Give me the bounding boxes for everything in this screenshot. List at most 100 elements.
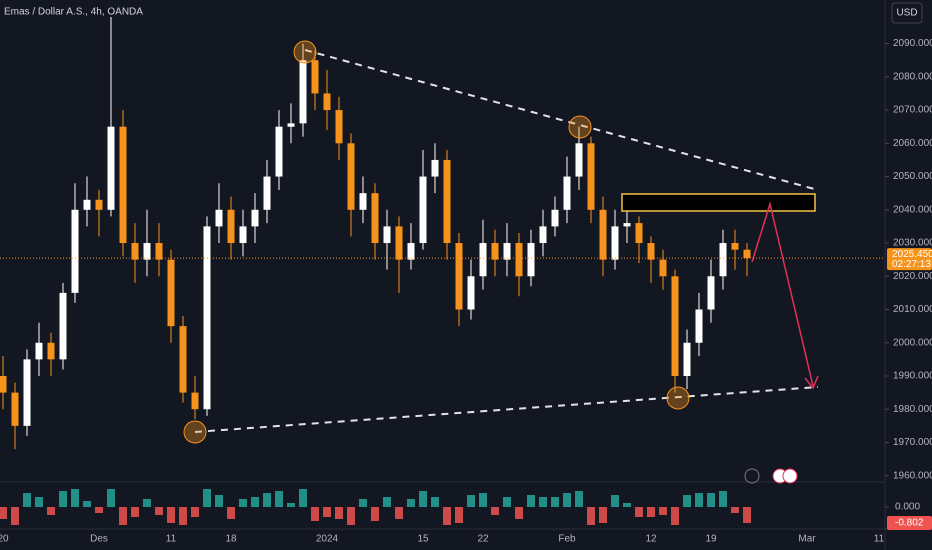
oscillator-bar [491,507,499,515]
candle-body [515,243,523,277]
x-tick-label: 11 [874,534,885,545]
chart-title: Emas / Dollar A.S., 4h, OANDA [4,7,143,18]
oscillator-bar [599,507,607,523]
candle-body [647,243,655,260]
event-icon[interactable] [744,468,760,484]
oscillator-bar [23,493,31,507]
candle-body [371,193,379,244]
oscillator-bar [527,495,535,507]
candle-body [239,226,247,244]
event-icon[interactable] [782,468,798,484]
oscillator-bar [191,507,199,517]
candle-body [683,342,691,376]
candle-body [299,60,307,124]
oscillator-bar [431,497,439,507]
x-tick-label: 20 [0,534,9,545]
candle-body [395,226,403,260]
oscillator-bar [395,507,403,519]
x-tick-label: 12 [645,534,657,545]
candle-body [479,243,487,277]
candle-body [431,159,439,177]
oscillator-bar [575,491,583,507]
candle-body [323,93,331,111]
candle-body [347,143,355,210]
candle-body [659,259,667,277]
oscillator-bar [11,507,19,525]
y-tick-label: 2030.000 [893,238,932,249]
y-tick-label: 2010.000 [893,304,932,315]
candle-body [143,243,151,260]
indicator-last-label: -0.802 [895,518,924,529]
oscillator-bar [107,489,115,507]
drawings [183,40,819,484]
candle-body [227,209,235,244]
x-tick-label: 18 [225,534,237,545]
candle-body [167,259,175,327]
oscillator-bar [407,499,415,507]
oscillator-bar [167,507,175,523]
x-tick-label: 2024 [316,534,339,545]
candle-body [251,209,259,227]
candle-body [719,243,727,277]
oscillator-bar [227,507,235,519]
y-tick-label: 2000.000 [893,337,932,348]
pivot-circle [568,115,592,139]
candle-body [215,209,223,227]
indicator-tick-label: 0.000 [895,502,920,513]
x-tick-label: 22 [477,534,489,545]
candle-body [539,226,547,244]
countdown: 02:27:13 [892,259,931,270]
oscillator-bar [323,507,331,517]
candle-body [383,226,391,244]
y-tick-label: 2050.000 [893,171,932,182]
candle-body [155,243,163,260]
candle-body [491,243,499,260]
currency-label[interactable]: USD [896,8,917,19]
last-price-box [887,248,932,271]
candle-body [179,326,187,393]
oscillator-bar [83,501,91,507]
oscillator-bar [383,497,391,507]
candle-body [743,249,751,259]
currency-button[interactable] [891,2,923,24]
x-tick-label: Feb [558,534,576,545]
oscillator-bar [731,507,739,513]
x-tick-label: Des [90,534,108,545]
oscillator-bar [635,507,643,517]
oscillator-bar [539,497,547,507]
oscillator-bar [71,489,79,507]
oscillator-bar [95,507,103,513]
oscillator-bar [59,491,67,507]
lower-trendline [194,386,819,433]
pivot-circle [183,420,207,444]
oscillator-bar [311,507,319,521]
y-tick-label: 2070.000 [893,105,932,116]
arrow-head [804,375,819,390]
candle-body [359,193,367,210]
candle-body [119,126,127,244]
x-tick-label: 11 [166,534,177,545]
candle-body [455,243,463,310]
oscillator-bar [671,507,679,525]
candle-body [335,110,343,144]
candle-body [311,60,319,94]
oscillator-bar [359,499,367,507]
oscillator-bar [371,507,379,521]
oscillator-bar [455,507,463,523]
y-tick-label: 1980.000 [893,404,932,415]
candle-body [695,309,703,343]
candle-body [95,199,103,210]
candle-body [575,143,583,177]
upper-trendline [304,49,819,191]
oscillator-bar [611,495,619,507]
candle-body [599,209,607,260]
candle-body [191,392,199,410]
y-tick-label: 2040.000 [893,204,932,215]
oscillator-bar [743,507,751,524]
candle-body [35,342,43,360]
candle-body [83,199,91,210]
candle-body [551,209,559,227]
oscillator-bar [347,507,355,525]
oscillator-bar [35,497,43,507]
